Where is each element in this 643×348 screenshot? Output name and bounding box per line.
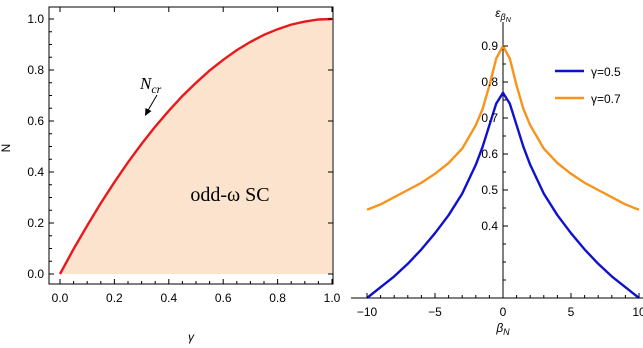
legend: γ=0.5 γ=0.7 — [555, 65, 621, 106]
right-x-tick-label: 10 — [632, 305, 643, 319]
left-y-tick-label: 0.4 — [27, 165, 44, 179]
odd-omega-sc-region — [60, 19, 332, 274]
right-x-tick-label: −5 — [428, 305, 442, 319]
right-x-tick-label: −10 — [357, 305, 378, 319]
ncr-label: Ncr — [139, 74, 162, 96]
right-y-tick-label: 0.8 — [481, 75, 498, 89]
left-y-tick-label: 0.2 — [27, 216, 44, 230]
left-chart: 0.0 0.2 0.4 0.6 0.8 1.0 0.00.20.40.60.81.0 γ … — [0, 6, 341, 344]
left-x-ticks: 0.0 0.2 0.4 0.6 0.8 1.0 — [52, 7, 341, 305]
left-y-axis-label: N — [0, 144, 13, 153]
left-x-tick-label: 0.0 — [52, 291, 69, 305]
left-x-tick-label: 0.8 — [269, 291, 286, 305]
right-y-ticks: 0.4 0.5 0.6 0.7 0.8 0.9 — [481, 39, 508, 281]
right-y-tick-label: 0.4 — [481, 219, 498, 233]
legend-label-gamma-0.5: γ=0.5 — [591, 65, 621, 79]
right-x-tick-label: 0 — [500, 305, 507, 319]
right-y-tick-label: 0.7 — [481, 111, 498, 125]
ncr-arrow-line — [146, 94, 158, 113]
odd-omega-sc-label: odd-ω SC — [190, 184, 269, 206]
right-x-axis-label: βN — [495, 321, 510, 337]
ncr-annotation: Ncr — [139, 74, 162, 116]
left-x-tick-label: 0.2 — [106, 291, 123, 305]
critical-line-ncr — [58, 17, 333, 275]
left-x-tick-label: 1.0 — [324, 291, 341, 305]
right-y-tick-label: 0.9 — [481, 39, 498, 53]
left-y-ticks: 0.0 0.2 0.4 0.6 0.8 1.0 — [27, 12, 333, 281]
left-y-tick-label: 1.0 — [27, 12, 44, 26]
legend-label-gamma-0.7: γ=0.7 — [591, 92, 621, 106]
left-y-tick-label: 0.0 — [27, 267, 44, 281]
left-x-axis-label: γ — [188, 330, 195, 344]
right-y-axis-label: εβN — [495, 6, 511, 24]
left-frame — [48, 6, 334, 285]
ncr-arrow-head — [145, 108, 152, 116]
series-line-0.5 — [366, 91, 640, 299]
left-x-tick-label: 0.6 — [215, 291, 232, 305]
right-y-tick-label: 0.5 — [481, 183, 498, 197]
right-y-tick-label: 0.6 — [481, 147, 498, 161]
left-y-tick-label: 0.6 — [27, 114, 44, 128]
left-x-tick-label: 0.4 — [160, 291, 177, 305]
right-x-ticks: −10 −5 0 5 10 — [357, 293, 643, 319]
left-y-tick-label: 0.8 — [27, 63, 44, 77]
right-chart: −10 −5 0 5 10 0.4 0.5 0.6 0.7 0.8 0.9 εβN βN γ=0.… — [351, 6, 643, 337]
right-x-tick-label: 5 — [568, 305, 575, 319]
